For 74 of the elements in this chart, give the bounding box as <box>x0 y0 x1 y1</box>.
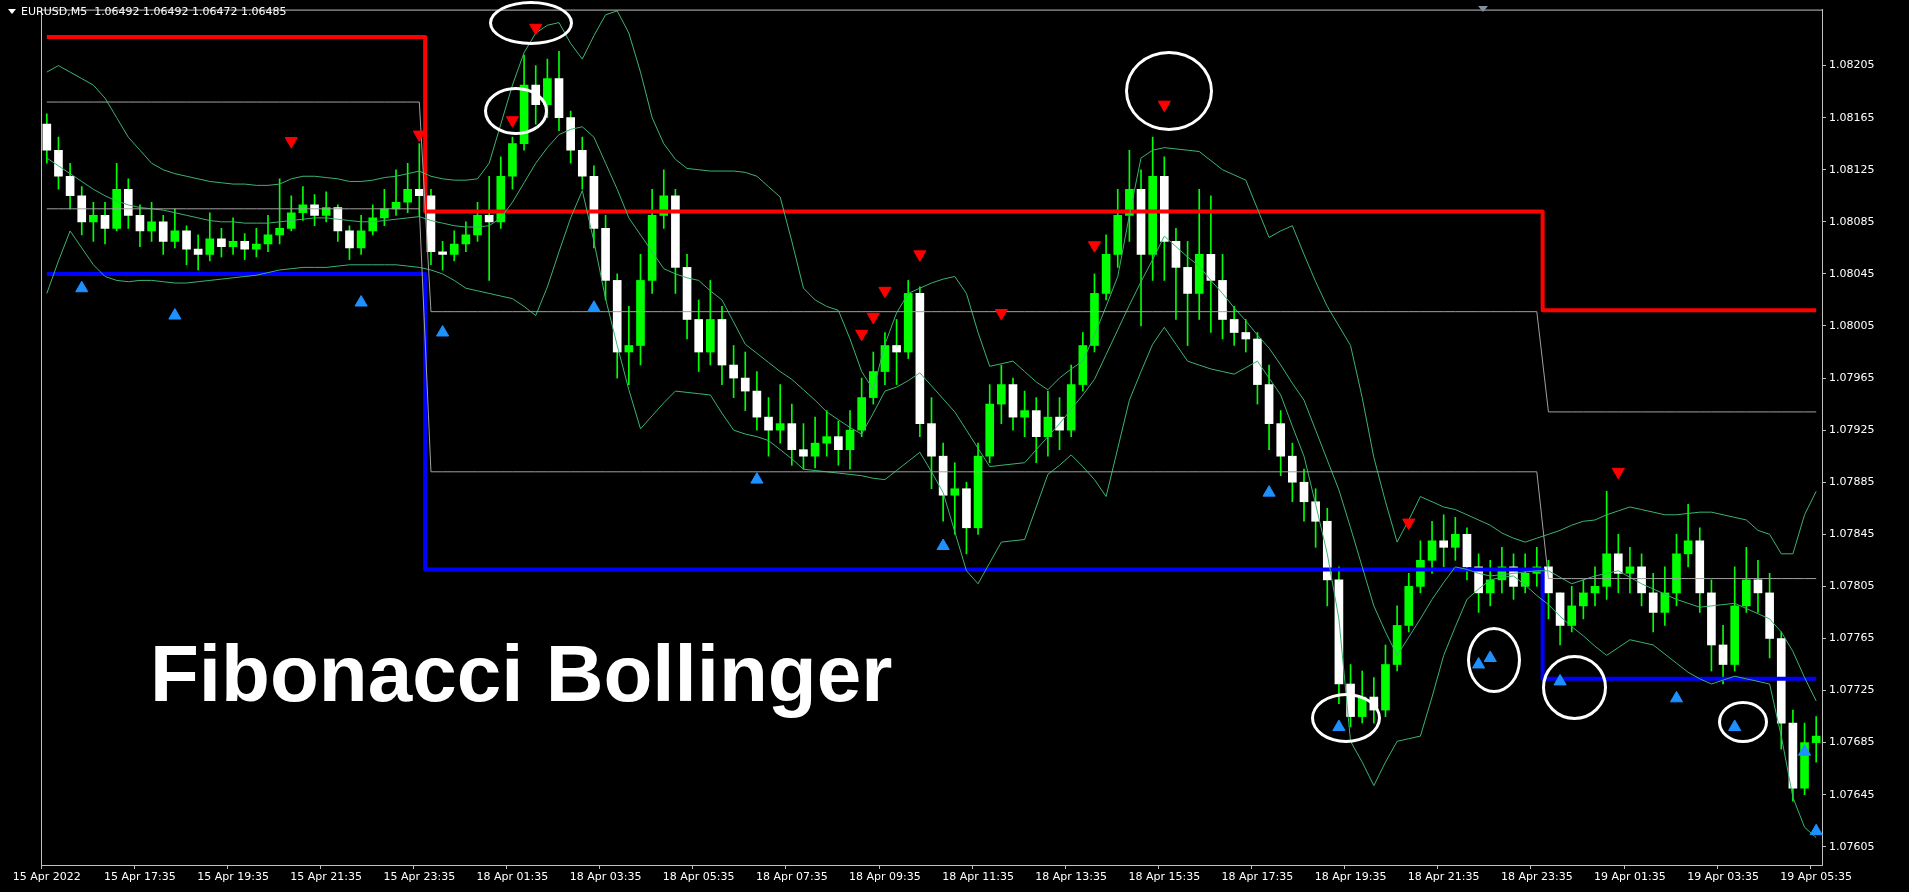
point <box>878 286 892 299</box>
x-tick-label: 18 Apr 21:35 <box>1407 870 1480 884</box>
point <box>994 308 1008 321</box>
x-tick-label: 15 Apr 21:35 <box>290 870 363 884</box>
y-tick-label: 1.07845 <box>1829 527 1875 541</box>
chart-title: EURUSD,M5 1.06492 1.06492 1.06472 1.06485 <box>21 5 287 18</box>
x-tick-label: 18 Apr 03:35 <box>569 870 642 884</box>
point <box>505 116 519 128</box>
x-tick-label: 19 Apr 05:35 <box>1780 870 1853 884</box>
candlestick <box>484 175 494 281</box>
point <box>1262 485 1276 497</box>
point <box>1797 744 1812 756</box>
x-tick-label: 19 Apr 03:35 <box>1687 870 1759 884</box>
point <box>529 23 543 36</box>
point <box>1087 241 1102 253</box>
candlestick <box>775 384 785 444</box>
x-tick-label: 15 Apr 23:35 <box>383 870 456 884</box>
point <box>866 312 880 325</box>
y-tick-label: 1.07725 <box>1829 683 1875 697</box>
x-tick-label: 18 Apr 05:35 <box>662 870 735 884</box>
x-tick-label: 18 Apr 09:35 <box>849 870 921 884</box>
point <box>1809 823 1823 836</box>
y-tick-label: 1.08045 <box>1829 266 1875 280</box>
point <box>913 250 927 262</box>
x-tick-label: 18 Apr 13:35 <box>1035 870 1108 884</box>
y-tick-label: 1.08125 <box>1829 162 1875 176</box>
candlestick <box>193 234 203 271</box>
x-tick-label: 18 Apr 23:35 <box>1500 870 1573 884</box>
candlestick <box>414 143 424 216</box>
point <box>284 137 298 149</box>
point <box>1669 690 1684 703</box>
point <box>1553 673 1567 686</box>
candlestick <box>1811 716 1821 763</box>
x-tick-label: 18 Apr 17:35 <box>1221 870 1294 884</box>
candlestick <box>822 410 832 457</box>
candlestick <box>950 462 960 535</box>
y-tick-label: 1.08165 <box>1829 110 1875 124</box>
x-tick-label: 18 Apr 15:35 <box>1128 870 1201 884</box>
y-tick-label: 1.07805 <box>1829 579 1875 593</box>
y-tick-label: 1.07965 <box>1829 370 1875 384</box>
point <box>1728 719 1742 731</box>
x-tick-label: 15 Apr 17:35 <box>104 870 176 884</box>
candlestick <box>1439 514 1449 568</box>
x-tick-label: 18 Apr 11:35 <box>942 870 1014 884</box>
y-tick-label: 1.07605 <box>1829 839 1875 853</box>
x-tick-label: 18 Apr 19:35 <box>1314 870 1387 884</box>
x-tick-label: 18 Apr 07:35 <box>755 870 828 884</box>
point <box>1611 467 1625 480</box>
annotation: Fibonacci Bollinger <box>150 628 893 720</box>
y-tick-label: 1.08085 <box>1829 214 1875 228</box>
x-tick-label: 19 Apr 01:35 <box>1594 870 1666 884</box>
point <box>1332 719 1346 731</box>
point <box>1157 100 1171 113</box>
y-tick-label: 1.08005 <box>1829 318 1875 332</box>
candlestick <box>1625 546 1635 594</box>
point <box>855 329 869 342</box>
x-tick-label: 15 Apr 19:35 <box>197 870 269 884</box>
y-tick-label: 1.07765 <box>1829 631 1875 645</box>
candlestick <box>624 306 634 385</box>
candlestick <box>1683 504 1693 568</box>
x-tick-label: 18 Apr 01:35 <box>476 870 549 884</box>
y-tick-label: 1.07925 <box>1829 423 1875 436</box>
point <box>936 538 950 551</box>
point <box>1472 657 1486 669</box>
point <box>412 130 426 143</box>
point <box>1483 650 1497 662</box>
candlestick <box>228 217 238 255</box>
y-tick-label: 1.08205 <box>1829 58 1875 72</box>
y-tick-label: 1.07885 <box>1829 475 1875 489</box>
y-tick-label: 1.07645 <box>1829 787 1875 801</box>
x-tick-label: 15 Apr 2022 <box>12 870 81 884</box>
point <box>750 472 764 484</box>
candlestick <box>740 351 750 411</box>
y-tick-label: 1.07685 <box>1829 735 1875 749</box>
